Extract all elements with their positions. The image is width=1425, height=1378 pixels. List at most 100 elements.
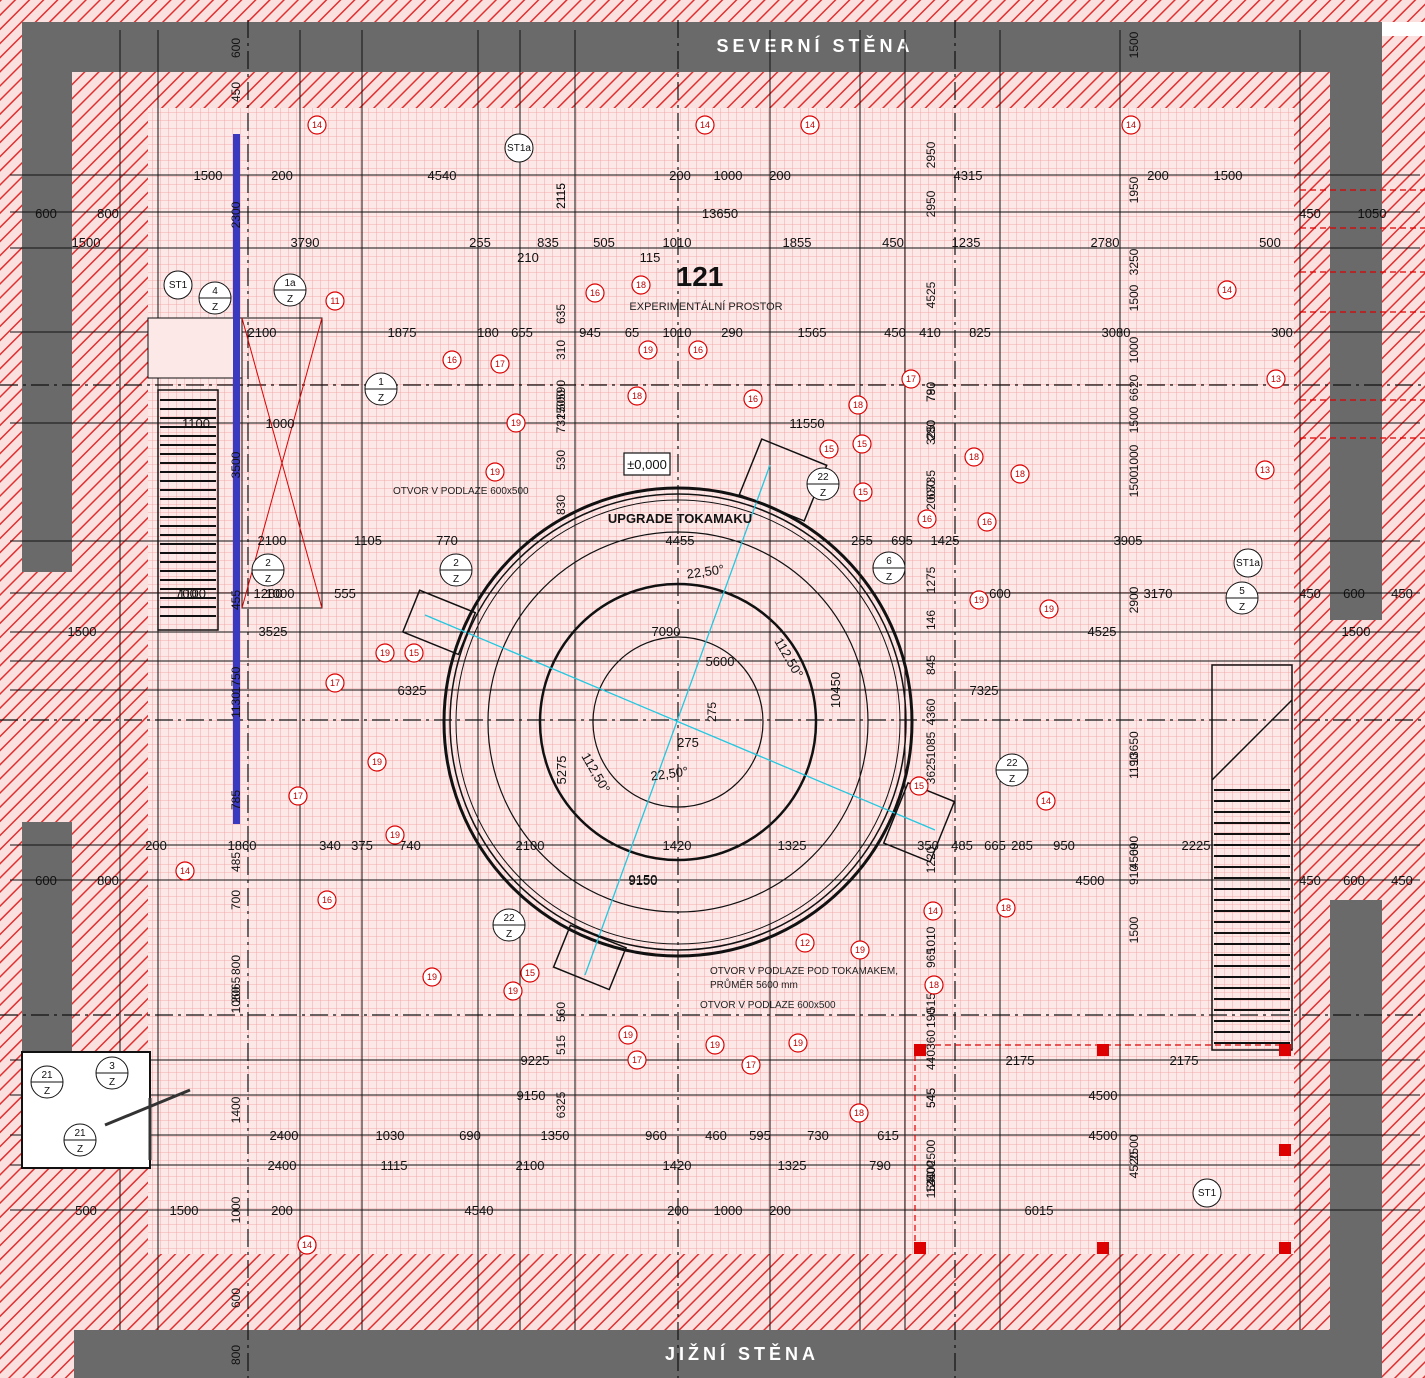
dim-top_row2-2: 13650 — [702, 206, 738, 221]
right-red-dashed-lines — [914, 189, 1425, 1250]
right-wall-opening — [1330, 620, 1382, 900]
dim-mid_col-0: 2115 — [554, 183, 568, 209]
red-tag-label: 15 — [857, 439, 867, 449]
red-tag-label: 19 — [390, 830, 400, 840]
grid-ref-sheet: Z — [886, 572, 892, 583]
dim-row8-4: 555 — [334, 586, 356, 601]
right-staircase — [1211, 664, 1293, 1051]
dim-left_col-15: 600 — [229, 1288, 243, 1308]
dim-right_col-8: 1500 — [1127, 470, 1141, 497]
dim-left_col-16: 800 — [229, 1345, 243, 1365]
dim-row12-6: 450 — [1391, 873, 1413, 888]
dim-left_col-3: 3500 — [229, 451, 243, 478]
red-tag-circle — [627, 386, 647, 406]
floor-opening-note-1: OTVOR V PODLAZE 600x500 — [393, 486, 529, 497]
red-tag-label: 18 — [632, 391, 642, 401]
dim-row11-13: 2225 — [1182, 838, 1211, 853]
dim-top_row1-5: 200 — [769, 168, 791, 183]
red-tag-circle — [585, 283, 605, 303]
red-tag-label: 18 — [929, 980, 939, 990]
dim-top_row3-6: 1855 — [783, 235, 812, 250]
dim-row9-1: 3525 — [259, 624, 288, 639]
dim-right_col-14: 910 — [1127, 865, 1141, 885]
red-tag-circle — [705, 1035, 725, 1055]
dim-row15-2: 690 — [459, 1128, 481, 1143]
dim-bottom_row-6: 200 — [769, 1203, 791, 1218]
level-box — [623, 452, 671, 476]
dim-row11-9: 485 — [951, 838, 973, 853]
red-tag-circle — [1266, 369, 1286, 389]
dim-row10-1: 7325 — [970, 683, 999, 698]
red-tag-label: 19 — [974, 595, 984, 605]
tokamak-dim-5600: 5600 — [706, 654, 735, 669]
red-tag-circle — [325, 673, 345, 693]
red-tag-label: 14 — [700, 120, 710, 130]
red-tag-circle — [422, 967, 442, 987]
dim-row11-4: 740 — [399, 838, 421, 853]
grid-ref-number: 2 — [265, 558, 271, 569]
dim-right_col-10: 13650 — [1127, 731, 1141, 765]
dim-mid_col-11: 515 — [554, 1035, 568, 1055]
red-tag-label: 16 — [447, 355, 457, 365]
dim-right_col-16: 2500 — [1127, 1134, 1141, 1161]
dim-mid_col-12: 6325 — [554, 1091, 568, 1118]
red-tag-label: 13 — [1260, 465, 1270, 475]
red-tag-label: 15 — [409, 648, 419, 658]
angle-label-1: 22,50° — [686, 561, 725, 581]
red-tag-label: 14 — [302, 1240, 312, 1250]
dim-right_col-17: 4520 — [1127, 1151, 1141, 1178]
tokamak-dim-4455: 4455 — [666, 533, 695, 548]
tokamak-title: UPGRADE TOKAMAKU — [608, 511, 752, 526]
dim-top_row1-4: 1000 — [714, 168, 743, 183]
axis-lines — [0, 20, 1425, 1378]
dim-right_col-2: 3250 — [1127, 248, 1141, 275]
dim-row12-5: 600 — [1343, 873, 1365, 888]
red-tag-circle — [485, 462, 505, 482]
dim-top_row3-5: 1010 — [663, 235, 692, 250]
grid-ref-sheet: Z — [1239, 602, 1245, 613]
dim-top_row3-4: 505 — [593, 235, 615, 250]
red-tag-circle — [964, 447, 984, 467]
dim-row8-1: 1280 — [254, 586, 283, 601]
dim-row7-1: 1105 — [354, 533, 382, 548]
dim-center_col-9: 200 — [924, 490, 938, 510]
red-tag-label: 14 — [928, 906, 938, 916]
dim-row11-8: 350 — [917, 838, 939, 853]
left-hatch-column — [0, 22, 22, 1378]
dim-row5-12: 3080 — [1102, 325, 1131, 340]
dim-center_col-17: 1220 — [924, 846, 938, 873]
dim-row15-1: 1030 — [376, 1128, 405, 1143]
dim-row8-6: 3170 — [1144, 586, 1173, 601]
dim-row7-4: 695 — [891, 533, 913, 548]
dim-row5-11: 825 — [969, 325, 991, 340]
angle-label-3: 22,50° — [650, 763, 689, 783]
dim-row12-0: 600 — [35, 873, 57, 888]
dim-right_col-6: 1500 — [1127, 406, 1141, 433]
dim-bottom_row-1: 1500 — [170, 1203, 199, 1218]
red-tag-label: 19 — [1044, 604, 1054, 614]
dim-row8-3: 1000 — [266, 586, 295, 601]
dim-row15-7: 730 — [807, 1128, 829, 1143]
grid-ref-sheet: Z — [212, 302, 218, 313]
red-tag-label: 19 — [855, 945, 865, 955]
grid-ref-number: 5 — [1239, 586, 1245, 597]
red-tag-circle — [788, 1033, 808, 1053]
dim-row11-0: 200 — [145, 838, 167, 853]
dim-row8-8: 600 — [1343, 586, 1365, 601]
dim-mid_col-6: 170 — [554, 400, 568, 420]
dim-row9-0: 1500 — [68, 624, 97, 639]
red-tag-circle — [442, 350, 462, 370]
dim-row10-0: 6325 — [398, 683, 427, 698]
dim-row16-1: 1115 — [381, 1158, 408, 1173]
red-tag-circle — [969, 590, 989, 610]
dim-row5-13: 300 — [1271, 325, 1293, 340]
dim-row5-1: 1875 — [388, 325, 417, 340]
dim-row6-1: 1000 — [266, 416, 295, 431]
dim-right_col-3: 1500 — [1127, 284, 1141, 311]
dim-row11-11: 285 — [1011, 838, 1033, 853]
dim-top_row3-2: 255 — [469, 235, 491, 250]
dim-row6-0: 1100 — [182, 416, 210, 431]
dim-bottom_row-2: 200 — [271, 1203, 293, 1218]
dim-row11-6: 1420 — [663, 838, 692, 853]
